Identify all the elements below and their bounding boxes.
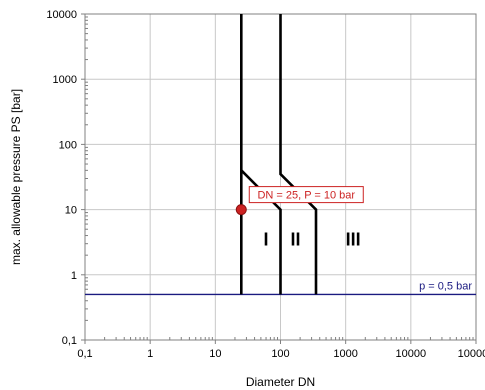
y-tick-label: 100 <box>59 139 77 151</box>
x-tick-label: 1 <box>147 348 153 360</box>
reference-line-layer: p = 0,5 bar <box>85 280 476 296</box>
x-tick-label: 10 <box>209 348 221 360</box>
y-tick-label: 10000 <box>46 9 77 21</box>
x-tick-label: 0,1 <box>77 348 92 360</box>
y-axis-title: max. allowable pressure PS [bar] <box>9 89 23 265</box>
boundary-lines-layer <box>240 14 318 295</box>
point-callout-box <box>248 186 364 204</box>
y-tick-label: 10 <box>65 205 77 217</box>
tick-labels-layer: 0,1 1 10 100 1000 10000 100000 0,1 1 10 100 1000 100… <box>46 9 485 360</box>
y-tick-label: 1000 <box>53 74 77 86</box>
boundary-line-3 <box>279 14 318 295</box>
x-axis-title: Diameter DN <box>246 375 315 389</box>
point-callout-label: DN = 25, P = 10 bar <box>257 190 355 202</box>
y-tick-label: 1 <box>71 270 77 282</box>
x-tick-label: 10000 <box>396 348 427 360</box>
y-tick-label: 0,1 <box>62 335 77 347</box>
ticks-layer <box>81 13 477 344</box>
x-tick-label: 100 <box>271 348 289 360</box>
zone-label: I <box>264 230 269 250</box>
point-layer: DN = 25, P = 10 bar <box>235 186 364 216</box>
highlight-point <box>235 204 247 216</box>
zone-label: II <box>291 230 301 250</box>
x-tick-label: 1000 <box>333 348 357 360</box>
reference-line-label: p = 0,5 bar <box>419 280 472 292</box>
x-tick-label: 100000 <box>458 348 485 360</box>
zone-labels-layer: I II III <box>264 230 361 250</box>
zone-label: III <box>346 230 361 250</box>
